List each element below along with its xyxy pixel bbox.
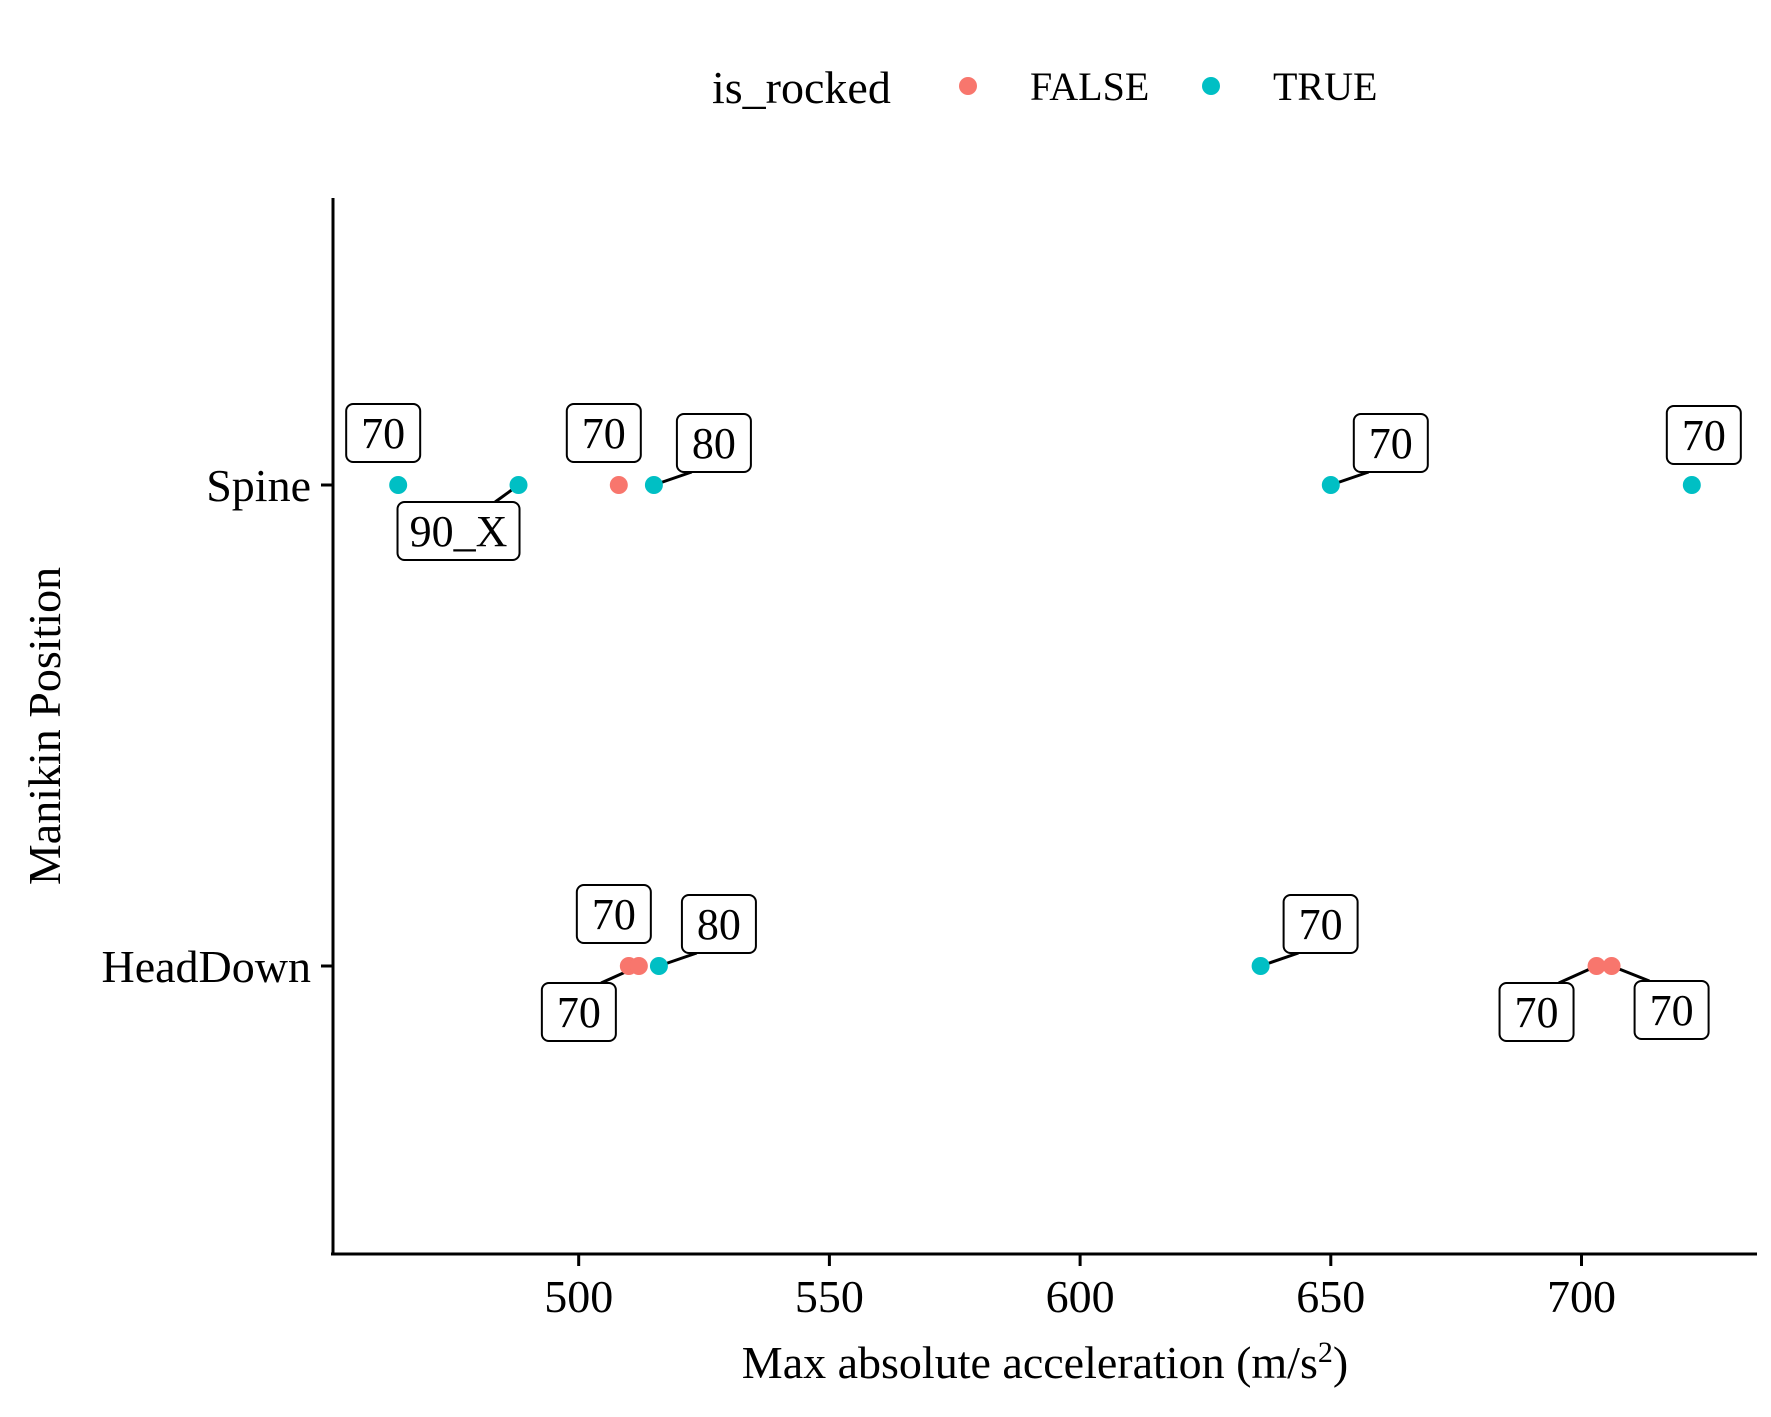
legend-label-false: FALSE bbox=[1030, 64, 1149, 109]
point-label-box bbox=[540, 982, 617, 1042]
point-label: 80 bbox=[680, 894, 757, 954]
point-label: 70 bbox=[540, 982, 617, 1042]
x-tick-label: 700 bbox=[1547, 1271, 1616, 1322]
data-point bbox=[629, 957, 648, 975]
legend-swatch-false bbox=[959, 77, 977, 95]
y-tick-label: Spine bbox=[206, 460, 311, 511]
x-tick-label: 550 bbox=[795, 1271, 864, 1322]
x-axis-ticks: 500 550 600 650 700 bbox=[544, 1254, 1616, 1322]
x-tick-label: 500 bbox=[544, 1271, 613, 1322]
point-label-box bbox=[1498, 982, 1575, 1042]
legend-title: is_rocked bbox=[712, 62, 891, 113]
point-label-text: 80 bbox=[692, 419, 736, 468]
data-point bbox=[1602, 957, 1621, 975]
point-label: 80 bbox=[675, 413, 752, 473]
data-point bbox=[609, 476, 628, 494]
point-label-text: 70 bbox=[1369, 419, 1413, 468]
point-label-text: 70 bbox=[361, 409, 405, 458]
data-point bbox=[1251, 957, 1270, 975]
point-label-text: 70 bbox=[1682, 411, 1726, 460]
point-label-box bbox=[680, 894, 757, 954]
point-label-text: 70 bbox=[592, 890, 636, 939]
point-label: 70 bbox=[1352, 413, 1429, 473]
point-label-text: 70 bbox=[1515, 988, 1559, 1037]
data-point bbox=[509, 476, 528, 494]
point-label: 70 bbox=[1633, 980, 1710, 1040]
point-label: 70 bbox=[345, 403, 422, 463]
data-points bbox=[389, 476, 1701, 975]
point-label-box bbox=[1633, 980, 1710, 1040]
point-label: 70 bbox=[1665, 405, 1742, 465]
point-label: 70 bbox=[575, 884, 652, 944]
point-label: 70 bbox=[1498, 982, 1575, 1042]
x-axis-title: Max absolute acceleration (m/s2) bbox=[742, 1336, 1348, 1388]
point-label-box bbox=[1352, 413, 1429, 473]
point-label-text: 80 bbox=[697, 900, 741, 949]
x-tick-label: 600 bbox=[1046, 1271, 1115, 1322]
point-label-box bbox=[345, 403, 422, 463]
legend: is_rocked FALSE TRUE bbox=[712, 62, 1377, 113]
point-label: 70 bbox=[565, 403, 642, 463]
point-label-text: 70 bbox=[1650, 986, 1694, 1035]
data-point bbox=[644, 476, 663, 494]
y-axis-title: Manikin Position bbox=[19, 567, 70, 885]
y-axis-ticks: HeadDown Spine bbox=[102, 460, 333, 992]
point-label-box bbox=[565, 403, 642, 463]
point-label-box bbox=[1282, 894, 1359, 954]
y-tick-label: HeadDown bbox=[102, 941, 312, 992]
point-label-text: 70 bbox=[1299, 900, 1343, 949]
point-label: 90_X bbox=[396, 501, 521, 561]
legend-swatch-true bbox=[1202, 77, 1220, 95]
point-label-box bbox=[575, 884, 652, 944]
data-point bbox=[649, 957, 668, 975]
point-label-text: 90_X bbox=[410, 507, 508, 556]
legend-label-true: TRUE bbox=[1273, 64, 1377, 109]
x-tick-label: 650 bbox=[1296, 1271, 1365, 1322]
point-label-text: 70 bbox=[557, 988, 601, 1037]
label-leaders bbox=[494, 470, 1650, 985]
point-label-box bbox=[1665, 405, 1742, 465]
point-label-box bbox=[675, 413, 752, 473]
data-point bbox=[389, 476, 408, 494]
point-label-box bbox=[396, 501, 521, 561]
point-label: 70 bbox=[1282, 894, 1359, 954]
data-point bbox=[1587, 957, 1606, 975]
point-label-text: 70 bbox=[582, 409, 626, 458]
data-point bbox=[1321, 476, 1340, 494]
data-point bbox=[1682, 476, 1701, 494]
